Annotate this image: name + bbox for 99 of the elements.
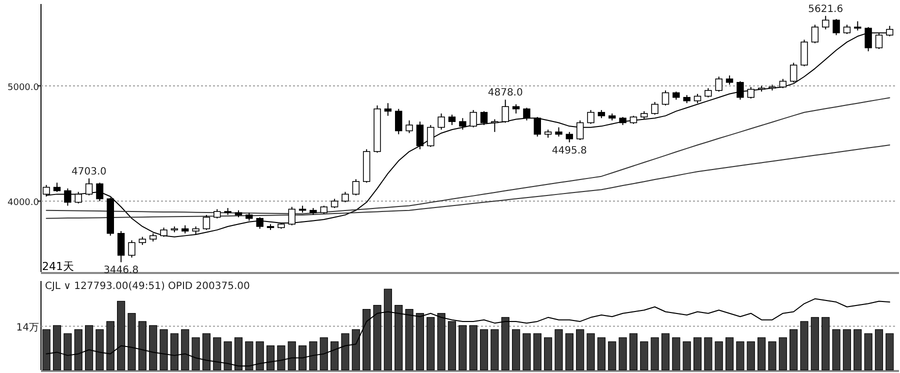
candlestick (800, 39, 808, 67)
candlestick (288, 206, 296, 226)
bar (736, 341, 744, 370)
bar (533, 333, 542, 370)
bar (704, 337, 712, 370)
candlestick (53, 182, 61, 192)
bar (554, 329, 563, 370)
bar (726, 337, 734, 370)
bar (822, 317, 830, 370)
bar (672, 337, 680, 370)
candlestick (342, 191, 349, 203)
candlestick (406, 120, 413, 134)
candlestick (470, 110, 477, 128)
bar (458, 325, 467, 370)
candlestick (202, 214, 210, 230)
bar (522, 333, 531, 370)
candlestick (843, 24, 851, 34)
candlestick (694, 93, 702, 104)
bar (810, 317, 819, 370)
chart-title: CJL ∨ 127793.00(49:51) OPID 200375.00 (45, 281, 250, 292)
candlestick (587, 110, 594, 124)
bar (629, 333, 638, 370)
bar (576, 329, 584, 370)
bar (854, 329, 862, 370)
bar (790, 329, 798, 370)
bar (842, 329, 851, 370)
candlestick (576, 120, 584, 141)
bar (682, 341, 691, 370)
candlestick (64, 188, 72, 206)
y-tick-label: 4000.0 (8, 198, 40, 208)
candlestick (480, 110, 488, 126)
candlestick (128, 240, 136, 258)
candlestick (854, 20, 862, 32)
candlestick (790, 62, 798, 83)
candlestick (502, 99, 509, 124)
bar (565, 333, 574, 370)
bar (469, 325, 478, 370)
bar (544, 337, 552, 370)
candlestick (704, 88, 712, 98)
candlestick (256, 216, 264, 230)
candlestick (736, 80, 744, 100)
bar (864, 333, 872, 370)
bar (693, 337, 702, 370)
bar (800, 321, 808, 370)
annotation: 4878.0 (488, 88, 523, 99)
candlestick (85, 178, 93, 196)
candlestick (832, 18, 840, 36)
candlestick (384, 102, 392, 116)
candlestick (459, 118, 466, 130)
candlestick (438, 113, 445, 130)
bar (512, 329, 520, 370)
bar (874, 329, 884, 370)
bar (746, 341, 755, 370)
candlestick (726, 74, 734, 86)
candlestick (811, 24, 819, 44)
ref-line-label: 14万 (16, 322, 39, 334)
bar (586, 333, 595, 370)
annotation: 3446.8 (104, 265, 139, 276)
candlestick (662, 90, 670, 106)
bar (768, 341, 776, 370)
bar (758, 337, 766, 370)
bar (490, 329, 499, 370)
bar (714, 341, 723, 370)
bar (597, 337, 606, 370)
candlestick (448, 114, 456, 126)
candlestick (512, 104, 520, 114)
annotation: 4495.8 (552, 145, 587, 156)
candlestick (117, 230, 125, 263)
candlestick (534, 116, 541, 138)
candlestick (822, 15, 830, 30)
candlestick (491, 118, 498, 132)
candlestick (651, 101, 658, 116)
annotation: 5621.6 (808, 4, 844, 15)
candlestick (352, 178, 360, 196)
candlestick (214, 208, 221, 219)
bar (886, 333, 894, 370)
bar (640, 341, 648, 370)
candlestick (523, 107, 530, 121)
bar (480, 329, 488, 370)
candlestick (779, 78, 787, 89)
y-tick-label: 5000.0 (8, 82, 40, 93)
bar (832, 329, 840, 370)
annotation: 241天 (42, 260, 74, 273)
candlestick (555, 126, 562, 138)
annotation: 4703.0 (72, 166, 107, 178)
bar (661, 333, 670, 370)
candlestick (747, 86, 754, 100)
bar (608, 341, 616, 370)
candlestick (715, 76, 722, 92)
bar (778, 337, 787, 370)
candlestick (74, 191, 82, 204)
candlestick (416, 121, 424, 150)
bar (650, 337, 659, 370)
candlestick (566, 131, 574, 143)
candlestick (330, 198, 338, 209)
bar (618, 337, 627, 370)
candlestick (96, 182, 104, 202)
candlestick (427, 124, 434, 148)
candlestick (395, 108, 402, 135)
